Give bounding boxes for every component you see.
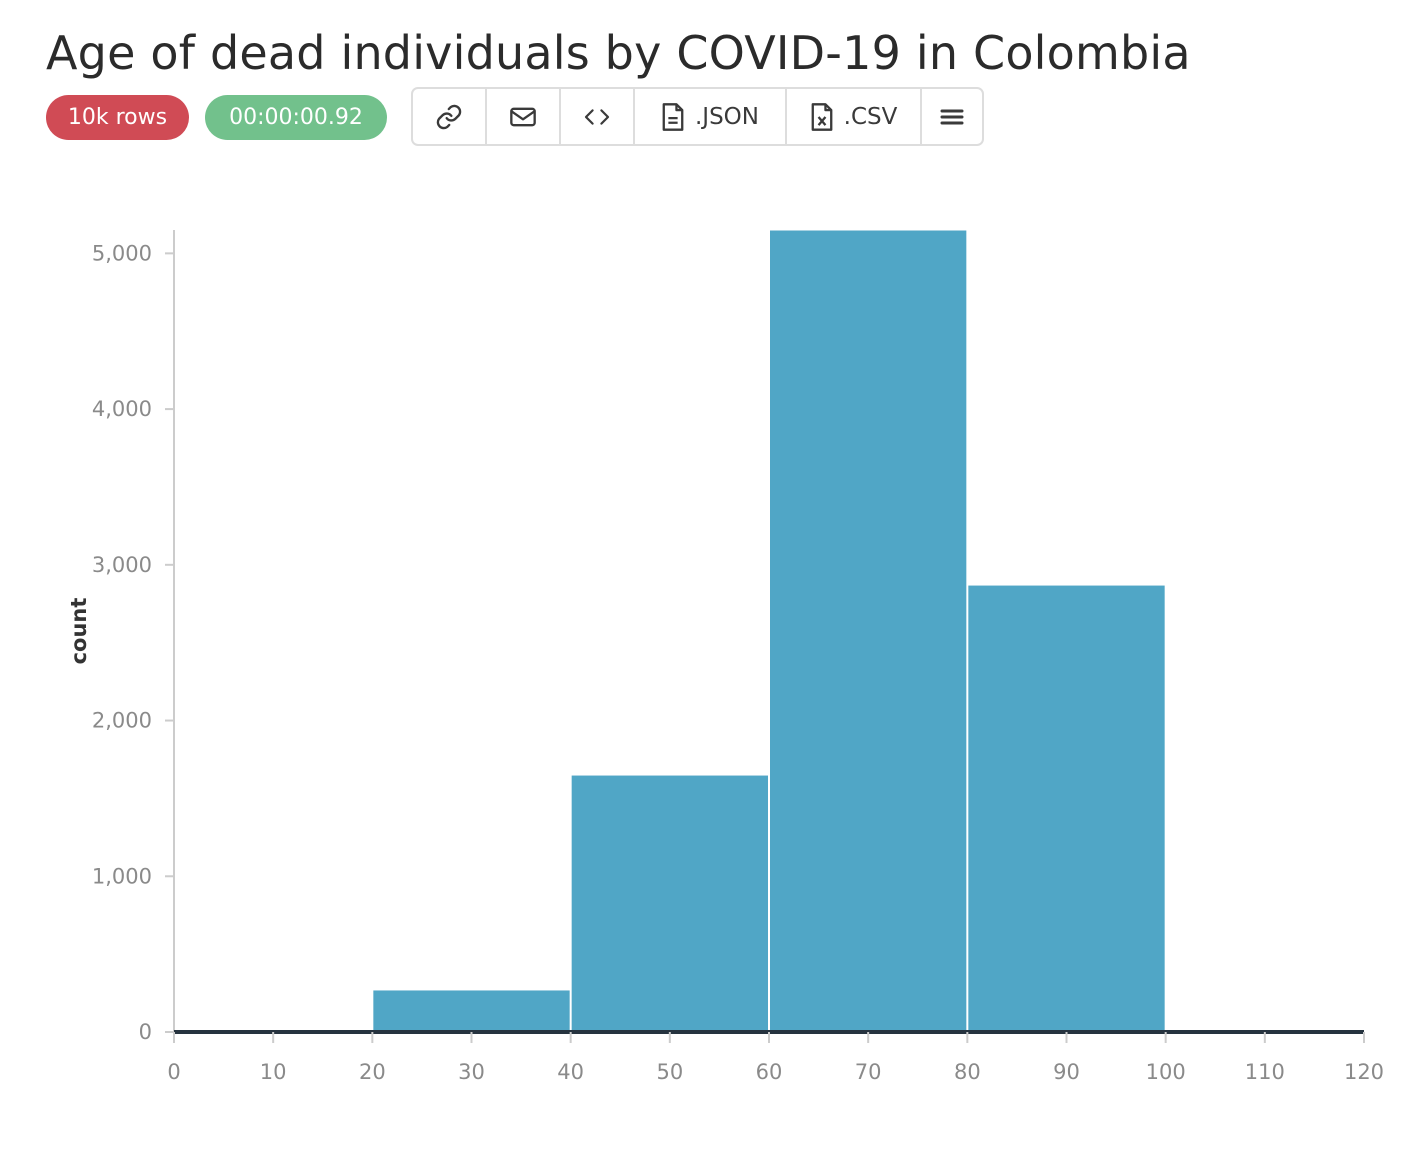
json-label: .JSON [694, 103, 759, 130]
code-icon [583, 106, 611, 128]
x-tick-label: 90 [1053, 1060, 1080, 1084]
y-tick-label: 4,000 [92, 397, 152, 421]
export-toolbar: .JSON .CSV [411, 87, 984, 146]
y-axis-label: count [67, 598, 91, 665]
csv-label: .CSV [843, 103, 898, 130]
x-tick-label: 20 [359, 1060, 386, 1084]
x-tick-label: 30 [458, 1060, 485, 1084]
x-tick-label: 120 [1344, 1060, 1384, 1084]
download-csv-button[interactable]: .CSV [787, 89, 922, 144]
row-count-badge: 10k rows [46, 95, 189, 140]
x-tick-label: 100 [1146, 1060, 1186, 1084]
x-tick-label: 70 [855, 1060, 882, 1084]
page-title: Age of dead individuals by COVID-19 in C… [46, 26, 1191, 80]
x-tick-label: 0 [167, 1060, 180, 1084]
histogram-bar [769, 229, 968, 1033]
y-tick-label: 5,000 [92, 241, 152, 265]
y-tick-label: 1,000 [92, 864, 152, 888]
embed-code-button[interactable] [561, 89, 635, 144]
file-icon [661, 102, 685, 132]
copy-link-button[interactable] [413, 89, 487, 144]
histogram-bar [967, 584, 1166, 1033]
x-tick-label: 40 [557, 1060, 584, 1084]
query-time-badge: 00:00:00.92 [205, 95, 387, 140]
menu-button[interactable] [922, 89, 982, 144]
y-tick-label: 3,000 [92, 553, 152, 577]
x-tick-label: 10 [260, 1060, 287, 1084]
x-tick-label: 60 [756, 1060, 783, 1084]
histogram-bar [372, 989, 571, 1033]
download-json-button[interactable]: .JSON [635, 89, 787, 144]
y-tick-label: 2,000 [92, 709, 152, 733]
file-x-icon [810, 102, 834, 132]
y-tick-label: 0 [139, 1020, 152, 1044]
hamburger-menu-icon [940, 107, 964, 127]
x-tick-label: 50 [656, 1060, 683, 1084]
link-icon [435, 103, 463, 131]
email-button[interactable] [487, 89, 561, 144]
bars-layer [372, 229, 1166, 1033]
x-axis: 0 10 20 30 40 50 60 70 80 90 100 110 120 [167, 1030, 1384, 1084]
histogram-bar [570, 774, 770, 1033]
x-tick-label: 110 [1245, 1060, 1285, 1084]
y-axis: 0 1,000 2,000 3,000 4,000 5,000 [92, 230, 175, 1044]
x-tick-label: 80 [954, 1060, 981, 1084]
envelope-icon [509, 105, 537, 129]
